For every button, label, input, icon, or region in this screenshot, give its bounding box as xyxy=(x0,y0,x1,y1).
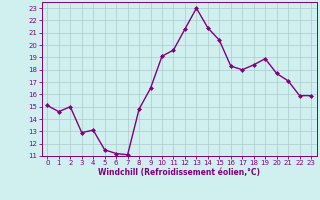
X-axis label: Windchill (Refroidissement éolien,°C): Windchill (Refroidissement éolien,°C) xyxy=(98,168,260,177)
